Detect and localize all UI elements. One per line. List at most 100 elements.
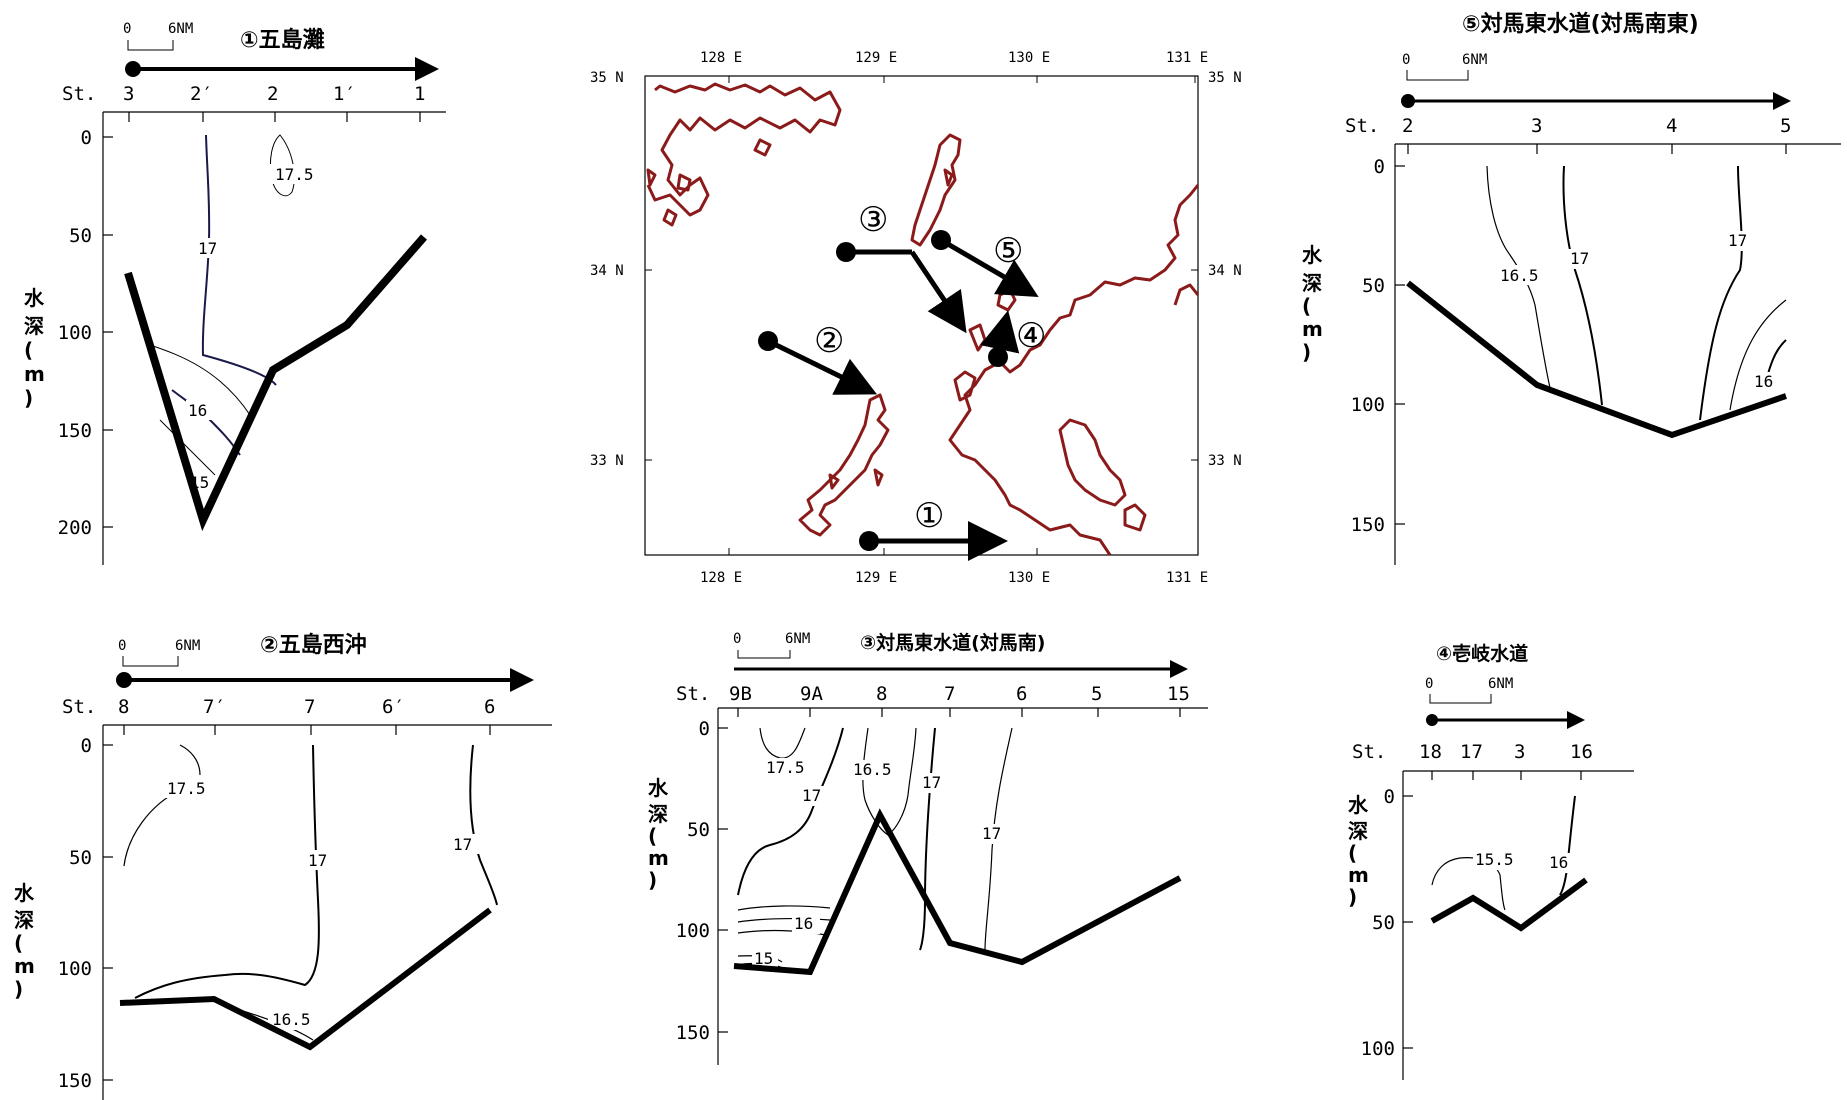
depth-tick: 50 xyxy=(687,819,710,841)
station-label: 2′ xyxy=(190,83,213,105)
depth-axis xyxy=(1402,771,1413,1080)
svg-text:6NM: 6NM xyxy=(175,638,200,654)
scale-bar: 0 6NM xyxy=(118,638,200,667)
depth-axis-label: 水 深 ( m ) xyxy=(1348,793,1369,909)
depth-tick: 0 xyxy=(81,127,92,149)
svg-text:): ) xyxy=(24,386,33,410)
contour-label: 16 xyxy=(794,914,813,933)
station-label: 17 xyxy=(1460,741,1483,763)
station-label: 9B xyxy=(729,683,752,705)
station-label: 1′ xyxy=(333,83,356,105)
map-transects xyxy=(758,230,1039,561)
station-label: 9A xyxy=(800,683,823,705)
transect-marker: ② xyxy=(814,321,844,361)
depth-tick: 50 xyxy=(69,847,92,869)
svg-text:m: m xyxy=(648,846,669,870)
isotherm-lines xyxy=(149,134,295,485)
depth-axis xyxy=(717,708,728,1065)
transect-arrow xyxy=(1426,711,1585,729)
station-label: 3 xyxy=(1531,115,1542,137)
depth-tick: 150 xyxy=(676,1022,710,1044)
seafloor-profile xyxy=(124,234,428,532)
contour-label: 15.5 xyxy=(1475,850,1514,869)
svg-text:): ) xyxy=(1348,885,1357,909)
svg-text:深: 深 xyxy=(1302,271,1322,295)
svg-text:m: m xyxy=(1348,863,1369,887)
station-label: 2 xyxy=(1402,115,1413,137)
svg-text:(: ( xyxy=(1348,841,1357,865)
depth-tick: 50 xyxy=(1362,275,1385,297)
contour-label: 16 xyxy=(1754,372,1773,391)
depth-tick: 0 xyxy=(1374,156,1385,178)
lon-label: 131 E xyxy=(1166,570,1208,586)
contour-label: 16.5 xyxy=(853,760,892,779)
station-prefix: St. xyxy=(1345,115,1379,137)
map-ticks xyxy=(645,76,1198,555)
svg-text:水: 水 xyxy=(1348,793,1369,817)
station-label: 5 xyxy=(1091,683,1102,705)
depth-tick: 150 xyxy=(1351,514,1385,536)
station-label: 4 xyxy=(1666,115,1677,137)
contour-label: 17 xyxy=(1570,249,1589,268)
transect-marker: ③ xyxy=(858,200,888,240)
panel-title: ③対馬東水道(対馬南) xyxy=(860,631,1045,654)
lon-label: 128 E xyxy=(700,50,742,66)
svg-text:水: 水 xyxy=(1302,243,1323,267)
svg-text:6NM: 6NM xyxy=(1488,676,1513,692)
depth-tick: 0 xyxy=(1384,786,1395,808)
lon-label: 131 E xyxy=(1166,50,1208,66)
panel-iki-channel: ④壱岐水道 0 6NM St. 18 17 3 16 0 50 xyxy=(1348,642,1634,1080)
coastline xyxy=(646,82,1200,556)
station-axis xyxy=(1395,143,1841,154)
lon-label: 129 E xyxy=(855,50,897,66)
station-label: 7 xyxy=(944,683,955,705)
scale-bar: 0 6NM xyxy=(1402,52,1487,81)
station-label: 16 xyxy=(1570,741,1593,763)
svg-text:深: 深 xyxy=(24,314,44,338)
contour-label: 17 xyxy=(922,773,941,792)
depth-tick: 200 xyxy=(58,517,92,539)
contour-label: 17 xyxy=(308,851,327,870)
depth-tick: 0 xyxy=(81,735,92,757)
station-axis xyxy=(718,707,1208,717)
depth-axis-label: 水 深 ( m ) xyxy=(1302,243,1323,364)
map-frame xyxy=(644,75,1199,556)
transect-arrow xyxy=(116,668,534,692)
panel-goto-west: ②五島西沖 0 6NM St. 8 7′ 7 6′ 6 xyxy=(14,632,552,1100)
svg-text:(: ( xyxy=(14,931,23,955)
location-map: 128 E 129 E 130 E 131 E 128 E 129 E 130 … xyxy=(590,50,1242,586)
depth-tick: 100 xyxy=(676,920,710,942)
depth-axis-label: 水 深 ( m ) xyxy=(14,881,35,1001)
station-axis xyxy=(103,724,552,735)
depth-tick: 0 xyxy=(699,718,710,740)
svg-text:): ) xyxy=(648,868,657,892)
scale-bar: 0 6NM xyxy=(733,631,810,659)
depth-axis xyxy=(1394,144,1405,565)
contour-label: 17 xyxy=(198,239,217,258)
station-label: 5 xyxy=(1780,115,1791,137)
station-prefix: St. xyxy=(676,683,710,705)
svg-text:): ) xyxy=(1302,340,1311,364)
depth-tick: 50 xyxy=(1372,912,1395,934)
svg-text:深: 深 xyxy=(1348,819,1368,843)
station-label: 6′ xyxy=(382,696,405,718)
scale-bar: 0 6NM xyxy=(123,21,193,51)
contour-label: 17 xyxy=(453,835,472,854)
transect-marker: ④ xyxy=(1016,316,1046,356)
depth-tick: 100 xyxy=(1351,394,1385,416)
station-label: 6 xyxy=(484,696,495,718)
lat-label: 33 N xyxy=(1208,453,1242,469)
seafloor-profile xyxy=(733,808,1182,976)
depth-tick: 150 xyxy=(58,1070,92,1092)
lat-label: 35 N xyxy=(1208,70,1242,86)
contour-label: 17 xyxy=(982,824,1001,843)
svg-text:0: 0 xyxy=(1402,52,1410,68)
contour-label: 16.5 xyxy=(1500,266,1539,285)
panel-tsushima-south: ③対馬東水道(対馬南) 0 6NM St. 9B 9A 8 7 6 5 15 xyxy=(648,631,1208,1065)
svg-text:m: m xyxy=(14,954,35,978)
contour-label: 15 xyxy=(754,949,773,968)
lat-label: 35 N xyxy=(590,70,624,86)
station-label: 2 xyxy=(267,83,278,105)
contour-label: 17.5 xyxy=(766,758,805,777)
